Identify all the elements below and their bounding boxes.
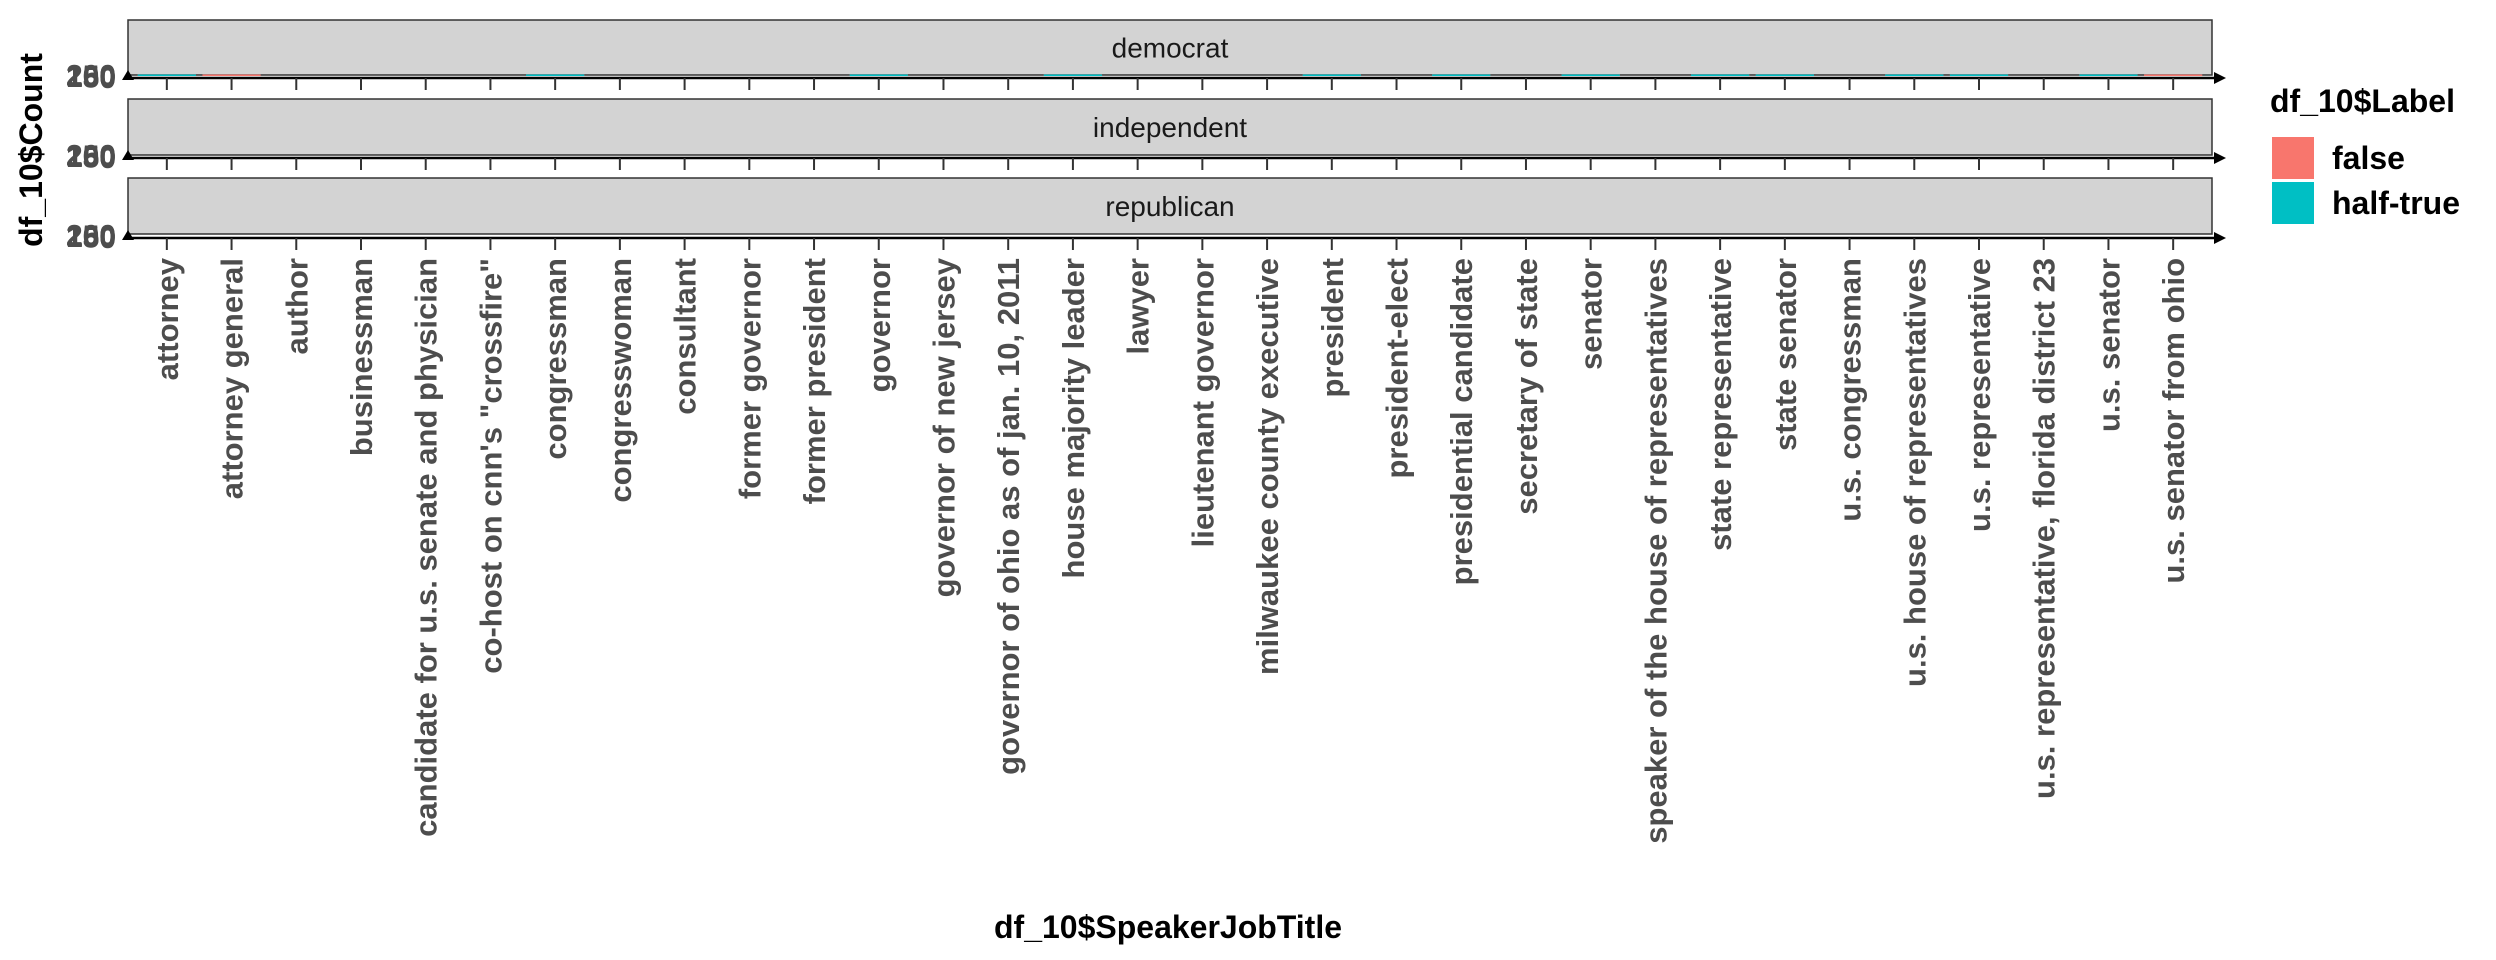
x-tick-label: lawyer [1121, 258, 1156, 355]
y-tick-label: 150 [66, 140, 116, 173]
x-tick-label: lieutenant governor [1185, 258, 1220, 547]
x-tick-label: consultant [668, 258, 703, 415]
x-axis-title: df_10$SpeakerJobTitle [994, 909, 1342, 945]
x-axis-arrow [2214, 152, 2226, 164]
legend-swatch [2272, 137, 2314, 179]
x-tick-label: u.s. representative [1962, 258, 1997, 532]
y-tick-label: 200 [66, 220, 116, 253]
facet-strip [127, 98, 2213, 156]
y-tick-label: 100 [66, 61, 116, 94]
y-tick-label: 200 [66, 140, 116, 173]
x-tick-label: state senator [1768, 258, 1803, 451]
x-tick-label: president [1315, 258, 1350, 398]
legend-swatch [2272, 182, 2314, 224]
x-tick-label: businessman [344, 258, 379, 456]
y-tick-label: 0 [99, 222, 116, 255]
y-axis-arrow [122, 150, 134, 160]
bar [137, 74, 196, 76]
legend: df_10$Label false half-true [2270, 83, 2460, 224]
bar [1885, 74, 1944, 76]
x-tick-label: state representative [1703, 258, 1738, 551]
y-tick-label: 0 [99, 142, 116, 175]
x-tick-label: governor of new jersey [926, 257, 961, 597]
legend-label: half-true [2332, 185, 2460, 221]
bar [849, 74, 908, 76]
x-tick-label: u.s. congressman [1833, 258, 1868, 522]
facet-strip-label: republican [1105, 191, 1234, 222]
bar [1302, 74, 1361, 76]
facet-strip-label: democrat [1112, 33, 1229, 64]
x-tick-label: speaker of the house of representatives [1638, 258, 1673, 844]
bar [1432, 74, 1491, 76]
bar [2144, 74, 2203, 76]
x-tick-label: secretary of state [1509, 258, 1544, 515]
y-tick-label: 150 [66, 60, 116, 93]
y-tick-label: 200 [66, 60, 116, 93]
y-tick-label: 100 [66, 141, 116, 174]
bar [526, 74, 585, 76]
bar-layer [137, 74, 2203, 76]
bar [1755, 74, 1814, 76]
x-tick-label: co-host on cnn's "crossfire" [473, 258, 508, 674]
x-tick-label: governor of ohio as of jan. 10, 2011 [991, 258, 1026, 775]
x-tick-label: house majority leader [1056, 258, 1091, 578]
bar [202, 74, 261, 76]
x-tick-label: u.s. house of representatives [1897, 258, 1932, 687]
bar [2079, 74, 2138, 76]
x-tick-label: u.s. representative, florida district 23 [2027, 258, 2062, 799]
y-tick-label: 0 [99, 62, 116, 95]
x-tick-label: former president [797, 258, 832, 504]
x-tick-label: milwaukee county executive [1250, 258, 1285, 675]
legend-title: df_10$Label [2270, 83, 2455, 119]
x-tick-label: presidential candidate [1444, 258, 1479, 585]
y-tick-label: 50 [83, 221, 116, 254]
x-tick-label: president-elect [1380, 258, 1415, 479]
bar [1691, 74, 1750, 76]
y-axis-arrow [122, 70, 134, 80]
y-axis-arrow [122, 230, 134, 240]
x-tick-label: author [279, 258, 314, 354]
x-tick-label: attorney [150, 257, 185, 380]
bar [1561, 74, 1620, 76]
x-tick-label: u.s. senator from ohio [2156, 258, 2191, 584]
legend-label: false [2332, 140, 2405, 176]
y-tick-label: 100 [66, 221, 116, 254]
bar [1043, 74, 1103, 76]
x-axis: attorney attorney general author businessma… [128, 72, 2226, 844]
x-axis-arrow [2214, 232, 2226, 244]
facet-strip [127, 177, 2213, 235]
x-tick-label: former governor [732, 258, 767, 499]
x-tick-label: candidate for u.s. senate and physician [409, 258, 444, 837]
x-tick-label: senator [1574, 258, 1609, 370]
y-axis-title: df_10$Count [13, 53, 49, 247]
x-tick-label: u.s. senator [2091, 258, 2126, 432]
x-axis-arrow [2214, 72, 2226, 84]
facet-strip [127, 19, 2213, 76]
y-tick-label: 50 [83, 61, 116, 94]
y-tick-label: 150 [66, 220, 116, 253]
x-tick-label: attorney general [215, 258, 250, 499]
facet-strip-label: independent [1093, 112, 1247, 143]
x-tick-label: congressman [538, 258, 573, 460]
facet-panels: democrat independent republican [127, 19, 2213, 235]
y-tick-label: 50 [83, 141, 116, 174]
x-tick-label: governor [862, 258, 897, 392]
x-tick-label: congresswoman [603, 258, 638, 503]
bar [1949, 74, 2009, 76]
